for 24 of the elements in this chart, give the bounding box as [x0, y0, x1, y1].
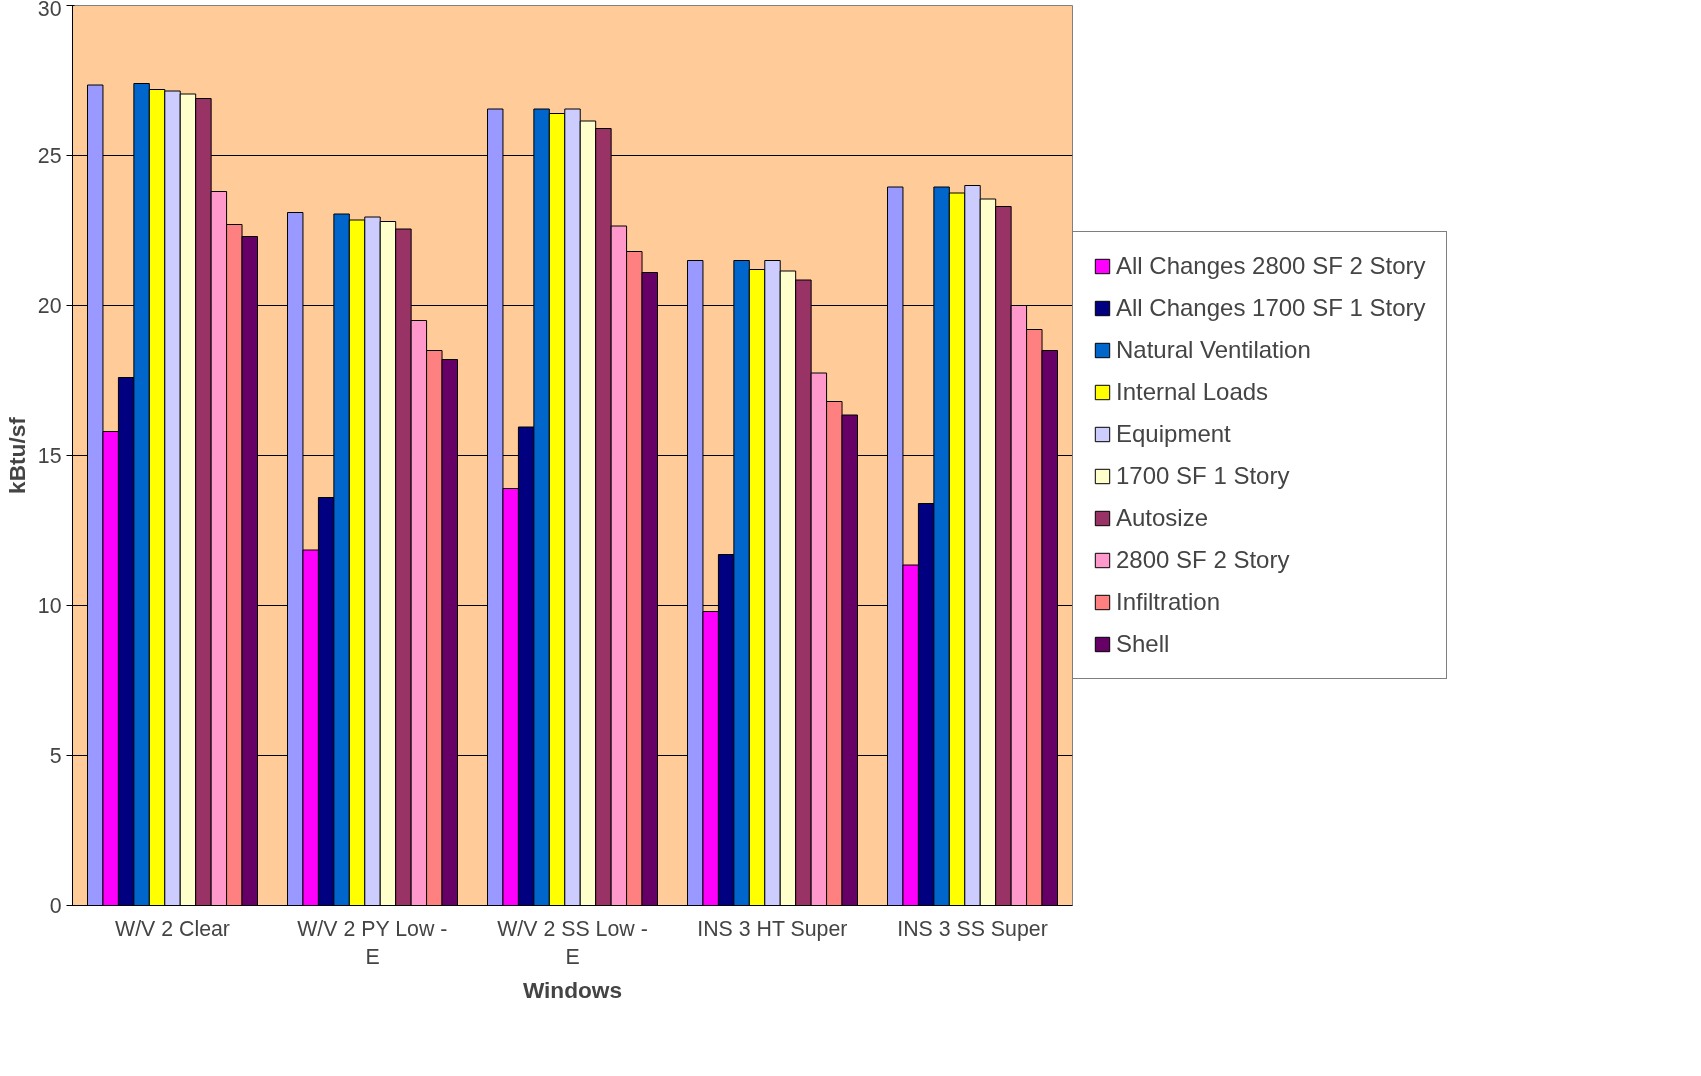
legend-label: All Changes 1700 SF 1 Story — [1116, 294, 1426, 322]
x-tick-label: INS 3 SS Super — [897, 916, 1048, 941]
y-tick-label: 0 — [49, 894, 62, 918]
y-tick-label: 5 — [49, 744, 62, 768]
legend-label: Shell — [1116, 630, 1170, 658]
legend-label: Natural Ventilation — [1116, 336, 1311, 364]
legend-label: Equipment — [1116, 420, 1231, 448]
x-tick-label: INS 3 HT Super — [697, 916, 848, 941]
x-tick-label: W/V 2 PY Low - E — [297, 916, 448, 970]
x-axis-title: Windows — [522, 977, 623, 1004]
legend-label: Internal Loads — [1116, 378, 1269, 406]
legend-label: Autosize — [1116, 504, 1209, 532]
legend-label: All Changes 2800 SF 2 Story — [1116, 252, 1426, 280]
y-tick-label: 25 — [37, 144, 62, 168]
y-tick-label: 10 — [37, 594, 62, 618]
legend-label: 1700 SF 1 Story — [1116, 462, 1290, 490]
y-axis-title: kBtu/sf — [3, 416, 30, 494]
x-tick-label: W/V 2 SS Low - E — [497, 916, 648, 970]
y-tick-label: 15 — [37, 444, 62, 468]
legend-label: 2800 SF 2 Story — [1116, 546, 1290, 574]
x-tick-label: W/V 2 Clear — [115, 916, 230, 941]
y-tick-label: 20 — [37, 294, 62, 318]
legend-label: Infiltration — [1116, 588, 1221, 616]
y-tick-label: 30 — [37, 0, 62, 21]
